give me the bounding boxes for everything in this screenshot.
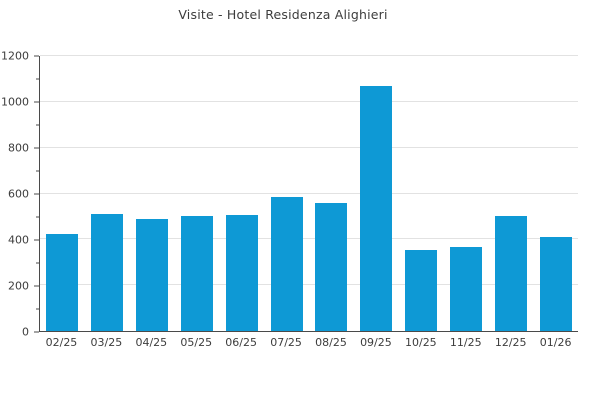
y-tick-label: 200 bbox=[8, 279, 29, 293]
bar-slot bbox=[443, 56, 488, 331]
y-minor-tick-mark bbox=[36, 308, 39, 310]
x-tick-label: 09/25 bbox=[360, 336, 392, 349]
x-tick-label: 01/26 bbox=[539, 336, 572, 349]
y-tick-label: 600 bbox=[8, 187, 29, 201]
y-tick-label: 0 bbox=[22, 325, 29, 339]
chart-title: Visite - Hotel Residenza Alighieri bbox=[178, 7, 388, 22]
y-tick-mark bbox=[34, 55, 39, 57]
x-tick-label: 04/25 bbox=[135, 336, 168, 349]
x-tick-label: 07/25 bbox=[270, 336, 302, 349]
bar-11/25 bbox=[449, 246, 482, 331]
x-tick-label: 02/25 bbox=[45, 336, 78, 349]
y-tick-mark bbox=[34, 285, 39, 287]
gridline bbox=[40, 192, 578, 194]
x-tick-label: 12/25 bbox=[494, 336, 527, 349]
bar-slot bbox=[264, 56, 309, 331]
bar-slot bbox=[399, 56, 444, 331]
y-minor-tick-mark bbox=[36, 170, 39, 172]
bar-slot bbox=[488, 56, 533, 331]
x-tick-label: 05/25 bbox=[180, 336, 213, 349]
y-tick-label: 400 bbox=[8, 233, 29, 247]
bar-slot bbox=[309, 56, 354, 331]
bar-01/26 bbox=[539, 236, 572, 331]
bar-slot bbox=[533, 56, 578, 331]
bar-slot bbox=[85, 56, 130, 331]
y-minor-tick-mark bbox=[36, 216, 39, 218]
y-minor-tick-mark bbox=[36, 78, 39, 80]
gridline bbox=[40, 284, 578, 286]
x-tick-label: 11/25 bbox=[449, 336, 482, 349]
y-tick-label: 1000 bbox=[1, 95, 29, 109]
bar-08/25 bbox=[315, 202, 348, 331]
gridline bbox=[40, 238, 578, 240]
y-tick-mark bbox=[34, 239, 39, 241]
y-minor-tick-mark bbox=[36, 124, 39, 126]
bar-03/25 bbox=[91, 213, 124, 331]
y-tick-mark bbox=[34, 147, 39, 149]
x-tick-label: 06/25 bbox=[225, 336, 257, 349]
y-minor-tick-mark bbox=[36, 262, 39, 264]
x-tick-label: 08/25 bbox=[315, 336, 347, 349]
bar-slot bbox=[219, 56, 264, 331]
bar-09/25 bbox=[360, 85, 393, 331]
x-axis: 02/25 03/25 04/25 05/25 06/25 07/25 08/25 09/25… bbox=[39, 336, 578, 349]
bar-slot bbox=[354, 56, 399, 331]
bar-04/25 bbox=[136, 219, 169, 331]
bar-slot bbox=[40, 56, 85, 331]
bar-12/25 bbox=[494, 216, 527, 331]
gridline bbox=[40, 146, 578, 148]
bar-series bbox=[40, 56, 578, 331]
gridline bbox=[40, 55, 578, 56]
y-tick-label: 800 bbox=[8, 141, 29, 155]
bar-slot bbox=[174, 56, 219, 331]
y-tick-mark bbox=[34, 331, 39, 333]
y-axis: 0 200 400 600 800 1000 1200 bbox=[0, 51, 39, 338]
bar-07/25 bbox=[270, 197, 303, 331]
bar-05/25 bbox=[180, 215, 213, 331]
y-tick-mark bbox=[34, 101, 39, 103]
gridline bbox=[40, 100, 578, 102]
bar-02/25 bbox=[46, 233, 79, 331]
bar-10/25 bbox=[405, 249, 438, 331]
bar-06/25 bbox=[225, 214, 258, 331]
y-tick-mark bbox=[34, 193, 39, 195]
plot-area bbox=[39, 55, 578, 332]
x-tick-label: 10/25 bbox=[404, 336, 437, 349]
y-tick-label: 1200 bbox=[1, 49, 29, 63]
bar-slot bbox=[130, 56, 175, 331]
x-tick-label: 03/25 bbox=[90, 336, 123, 349]
grid-layer bbox=[40, 55, 578, 331]
